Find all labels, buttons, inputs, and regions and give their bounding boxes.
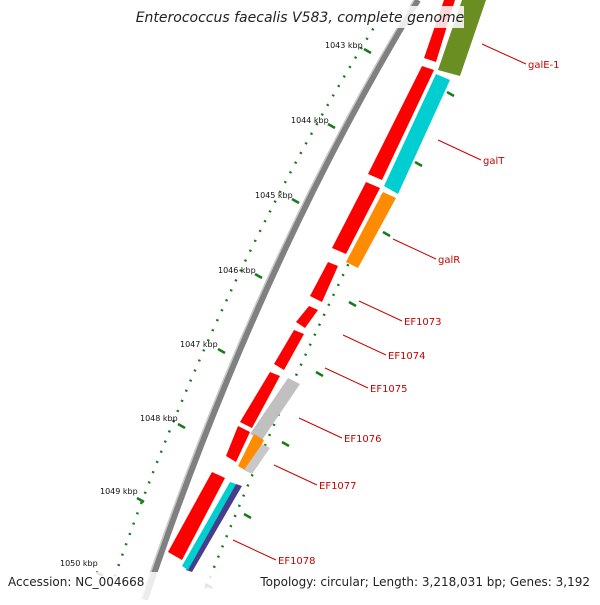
gene-label-ef1073[interactable]: EF1073 [404,317,442,328]
gene-block[interactable] [182,482,236,570]
gene-block[interactable] [238,434,264,472]
kbp-label: 1046 kbp [218,266,256,275]
gene-block[interactable] [296,306,318,328]
footer-backdrop [0,572,600,600]
kbp-label: 1050 kbp [60,559,98,568]
gene-block[interactable] [250,378,300,440]
kbp-label: 1048 kbp [140,414,178,423]
gene-block[interactable] [274,330,304,370]
genome-backbone [142,0,421,601]
dotted-track-outer [108,9,387,591]
gene-track-2 [182,0,486,572]
gene-label-ef1074[interactable]: EF1074 [388,351,426,362]
kbp-label: 1049 kbp [100,487,138,496]
map-title: Enterococcus faecalis V583, complete gen… [136,10,465,26]
gene-block[interactable] [168,472,225,560]
kbp-tick-labels: 1043 kbp 1044 kbp 1045 kbp 1046 kbp 1047… [60,41,363,568]
gene-label-ef1076[interactable]: EF1076 [344,434,382,445]
gene-label-galt[interactable]: galT [483,156,505,167]
gene-block[interactable] [240,372,280,428]
gene-block[interactable] [186,484,242,572]
gene-leader-lines [232,43,527,561]
gene-block[interactable] [226,426,250,462]
gene-block[interactable] [346,192,396,268]
gene-label-ef1077[interactable]: EF1077 [319,481,357,492]
kbp-label: 1043 kbp [325,41,363,50]
gene-track-1 [168,0,455,560]
kbp-label: 1045 kbp [255,191,293,200]
gene-label-gale-1[interactable]: galE-1 [528,60,560,71]
gene-block[interactable] [244,444,270,474]
topology-label: Topology: circular; Length: 3,218,031 bp… [259,575,590,589]
gene-block[interactable] [310,262,338,302]
inner-major-ticks [204,90,455,590]
gene-block[interactable] [332,182,380,254]
gene-label-ef1078[interactable]: EF1078 [278,556,316,567]
title-backdrop [138,6,464,28]
gene-block[interactable] [438,0,486,76]
dotted-track-inner [203,29,472,591]
genome-backbone-highlight [140,0,415,601]
gene-label-galr[interactable]: galR [438,255,460,266]
accession-label: Accession: NC_004668 [8,575,144,589]
kbp-label: 1044 kbp [291,116,329,125]
gene-block[interactable] [384,74,450,194]
gene-labels: galE-1 galT galR EF1073 EF1074 EF1075 EF… [278,60,560,567]
gene-label-ef1075[interactable]: EF1075 [370,384,408,395]
gene-block[interactable] [368,66,434,180]
major-ticks [95,47,372,578]
kbp-label: 1047 kbp [180,340,218,349]
